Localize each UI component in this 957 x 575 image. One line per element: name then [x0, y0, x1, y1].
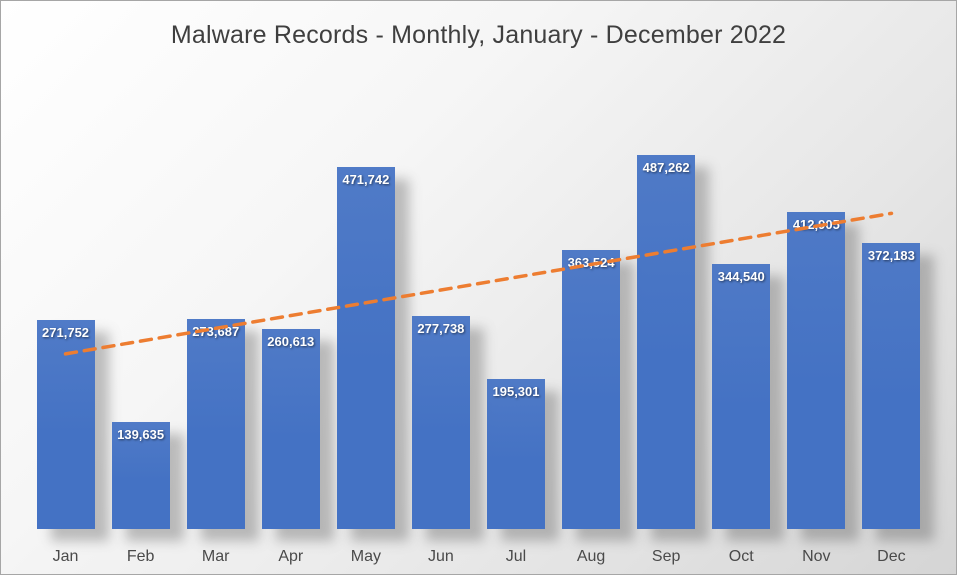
x-axis-label-sep: Sep — [651, 548, 681, 565]
bar-aug: 363,524 — [562, 249, 621, 529]
chart-title: Malware Records - Monthly, January - Dec… — [170, 21, 787, 49]
bar-mar: 273,687 — [186, 318, 245, 529]
bar-apr: 260,613 — [261, 328, 320, 529]
data-label-nov: 412,905 — [792, 216, 840, 232]
x-axis-label-mar: Mar — [201, 548, 230, 565]
bar-slot-feb: 139,635 — [103, 145, 178, 529]
data-label-jan: 271,752 — [42, 325, 90, 341]
bar-slot-jul: 195,301 — [478, 145, 553, 529]
x-axis-label-jan: Jan — [52, 548, 79, 565]
bar-slot-oct: 344,540 — [704, 145, 779, 529]
bar-dec: 372,183 — [862, 243, 921, 529]
bar-sep: 487,262 — [637, 154, 696, 529]
bar-slot-nov: 412,905 — [779, 145, 854, 529]
data-label-mar: 273,687 — [192, 323, 240, 339]
x-axis-label-nov: Nov — [802, 548, 831, 565]
bar-jan: 271,752 — [36, 320, 95, 529]
data-label-feb: 139,635 — [117, 426, 165, 442]
x-axis-label-oct: Oct — [728, 548, 754, 565]
x-axis-label-dec: Dec — [877, 548, 906, 565]
data-label-jul: 195,301 — [492, 384, 540, 400]
bar-slot-jan: 271,752 — [28, 145, 103, 529]
bar-slot-may: 471,742 — [328, 145, 403, 529]
data-label-apr: 260,613 — [267, 333, 315, 349]
bar-slot-dec: 372,183 — [854, 145, 929, 529]
bar-slot-sep: 487,262 — [629, 145, 704, 529]
x-axis-label-jun: Jun — [428, 548, 454, 565]
x-axis-label-may: May — [350, 548, 381, 565]
data-label-may: 471,742 — [342, 171, 390, 187]
bar-jul: 195,301 — [487, 379, 545, 529]
x-axis-label-feb: Feb — [126, 548, 155, 565]
x-axis-label-apr: Apr — [278, 548, 304, 565]
plot-area: 271,752 139,635 273,687 260,613 471,742 277,7… — [28, 145, 929, 529]
bar-slot-mar: 273,687 — [178, 145, 253, 529]
data-label-oct: 344,540 — [717, 269, 765, 285]
data-label-aug: 363,524 — [567, 254, 615, 270]
data-label-dec: 372,183 — [867, 248, 915, 264]
bar-slot-jun: 277,738 — [403, 145, 478, 529]
bar-slot-aug: 363,524 — [554, 145, 629, 529]
x-axis-label-jul: Jul — [505, 548, 527, 565]
bar-may: 471,742 — [336, 166, 395, 529]
bar-jun: 277,738 — [411, 315, 470, 529]
bar-slot-apr: 260,613 — [253, 145, 328, 529]
bar-nov: 412,905 — [787, 211, 846, 529]
data-label-sep: 487,262 — [642, 159, 690, 175]
data-label-jun: 277,738 — [417, 320, 465, 336]
bar-feb: 139,635 — [111, 421, 170, 529]
x-axis-label-aug: Aug — [576, 548, 606, 565]
x-axis: Jan Feb Mar Apr May Jun Jul Aug Sep Oct Nov Dec — [28, 548, 929, 566]
bar-series: 271,752 139,635 273,687 260,613 471,742 277,7… — [28, 145, 929, 529]
bar-oct: 344,540 — [712, 264, 771, 529]
